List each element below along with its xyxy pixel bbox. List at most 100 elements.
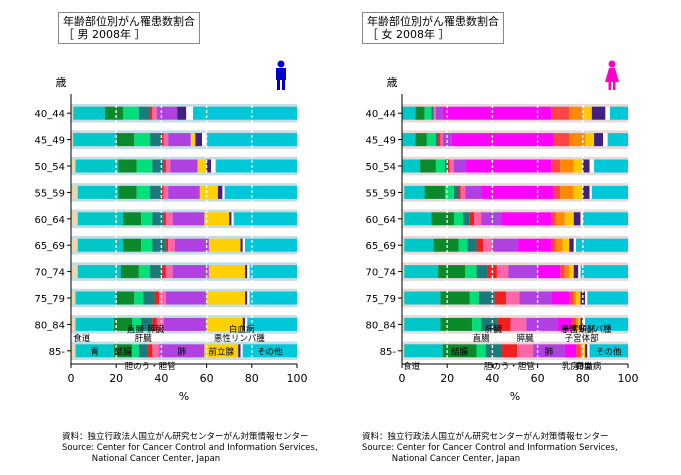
female-legend-label-bottom: 胆のう・胆管 <box>484 361 535 372</box>
female-chart-source: 資料：独立行政法人国立がん研究センターがん対策情報センター Source: Ce… <box>362 432 618 464</box>
male-bar-segment-8 <box>204 212 230 226</box>
male-bar-segment-6 <box>165 212 173 226</box>
male-legend-label-top: 膵臓 <box>147 324 165 335</box>
female-bar-segment-5 <box>501 344 518 358</box>
female-bar-segment-4 <box>478 291 495 305</box>
female-legend-label-bottom: 乳房 <box>562 361 579 372</box>
female-bar-segment-12 <box>582 159 590 173</box>
female-x-tick-label: 60 <box>531 372 545 385</box>
female-bar-segment-14 <box>576 238 628 252</box>
male-bar-segment-0 <box>71 317 76 331</box>
male-bar-segment-1 <box>75 291 117 305</box>
male-bar-segment-10 <box>240 344 243 358</box>
female-legend-label-top: 肝臓 <box>485 324 503 335</box>
female-bar-segment-12 <box>573 212 581 226</box>
male-bar-segment-11 <box>224 185 297 199</box>
male-legend-label-on-bar: その他 <box>257 346 283 357</box>
female-bar-segment-13 <box>589 185 592 199</box>
female-x-tick-label: 40 <box>485 372 499 385</box>
female-legend-label-bottom: 食道 <box>403 361 421 372</box>
male-y-tick-label: 50_54 <box>35 162 65 173</box>
male-bar-segment-3 <box>136 185 151 199</box>
female-bar-segment-14 <box>591 185 628 199</box>
female-bar-segment-13 <box>585 291 588 305</box>
female-legend-label-top: 膵臓 <box>517 333 535 344</box>
female-bar-segment-10 <box>560 159 574 173</box>
male-bar-segment-4 <box>152 212 164 226</box>
male-bar-segment-3 <box>141 212 153 226</box>
female-bar-segment-2 <box>415 133 427 147</box>
female-bar-segment-11 <box>564 212 574 226</box>
female-bar-segment-5 <box>469 212 475 226</box>
male-bar-segment-10 <box>186 106 194 120</box>
female-y-tick-label: 60_64 <box>366 215 396 226</box>
female-bar-segment-3 <box>469 291 479 305</box>
male-bar-segment-3 <box>134 291 144 305</box>
female-bar-segment-8 <box>451 133 554 147</box>
male-legend-label-on-bar: 結腸 <box>114 346 132 357</box>
icon-head <box>277 60 285 68</box>
female-bar-segment-6 <box>460 185 466 199</box>
female-bar-segment-3 <box>453 212 464 226</box>
male-y-tick-label: 70_74 <box>35 268 65 279</box>
female-bar-segment-8 <box>551 291 570 305</box>
female-bar-segment-12 <box>580 317 583 331</box>
female-bar-segment-11 <box>573 159 583 173</box>
female-bar-segment-2 <box>420 159 436 173</box>
female-bar-segment-2 <box>438 265 466 279</box>
male-bar-segment-10 <box>211 159 216 173</box>
male-bar-segment-0 <box>71 185 78 199</box>
icon-leg <box>613 82 616 90</box>
male-chart-title: 年齢部位別がん罹患数割合 <box>63 15 195 28</box>
female-bar-segment-1 <box>404 265 439 279</box>
female-bar-segment-12 <box>573 265 579 279</box>
female-bar-segment-9 <box>571 317 577 331</box>
male-bar-segment-1 <box>77 265 121 279</box>
female-bar-segment-2 <box>442 344 477 358</box>
female-chart-title-box: 年齢部位別がん罹患数割合 ［ 女 2008年 ］ <box>362 12 504 44</box>
female-bar-segment-4 <box>463 212 470 226</box>
female-bar-segment-11 <box>576 291 581 305</box>
female-bar-segment-10 <box>569 133 586 147</box>
female-bar-segment-7 <box>492 238 518 252</box>
male-bar-segment-8 <box>190 133 196 147</box>
icon-leg <box>277 80 280 90</box>
male-y-tick-label: 75_79 <box>35 294 65 305</box>
female-bar-segment-11 <box>569 265 574 279</box>
female-legend-label-bottom: 卵巣 <box>575 361 593 372</box>
female-bar-segment-5 <box>496 317 511 331</box>
female-bar-segment-8 <box>517 238 552 252</box>
female-bar-segment-9 <box>551 238 556 252</box>
male-y-tick-label: 65_69 <box>35 241 65 252</box>
female-bar-segment-9 <box>551 159 561 173</box>
female-bar-segment-8 <box>481 185 554 199</box>
female-bar-segment-5 <box>447 159 450 173</box>
male-legend-label-on-bar: 胃 <box>90 347 99 357</box>
female-bar-segment-11 <box>582 344 586 358</box>
male-bar-segment-8 <box>206 291 246 305</box>
female-bar-segment-14 <box>609 106 628 120</box>
female-bar-segment-13 <box>580 212 583 226</box>
female-x-axis-label: % <box>510 390 520 403</box>
male-bar-segment-0 <box>71 344 76 358</box>
male-bar-segment-7 <box>172 212 205 226</box>
male-legend-label-on-bar: 肺 <box>177 347 186 357</box>
male-bar-segment-2 <box>122 212 142 226</box>
male-x-tick-label: 0 <box>68 372 75 385</box>
female-bar-segment-3 <box>476 344 486 358</box>
female-y-tick-label: 55_59 <box>366 188 396 199</box>
female-bar-segment-10 <box>576 317 579 331</box>
female-bar-segment-9 <box>553 133 570 147</box>
female-chart-subtitle: ［ 女 2008年 ］ <box>367 28 450 41</box>
female-bar-segment-9 <box>551 106 570 120</box>
male-y-tick-label: 60_64 <box>35 215 65 226</box>
male-bar-segment-3 <box>136 159 153 173</box>
male-bar-segment-3 <box>141 238 153 252</box>
male-bar-segment-7 <box>163 317 207 331</box>
male-bar-segment-1 <box>73 106 105 120</box>
female-bar-segment-13 <box>605 106 610 120</box>
female-bar-segment-2 <box>424 185 445 199</box>
female-bar-segment-0 <box>402 185 405 199</box>
male-bar-segment-11 <box>249 291 297 305</box>
